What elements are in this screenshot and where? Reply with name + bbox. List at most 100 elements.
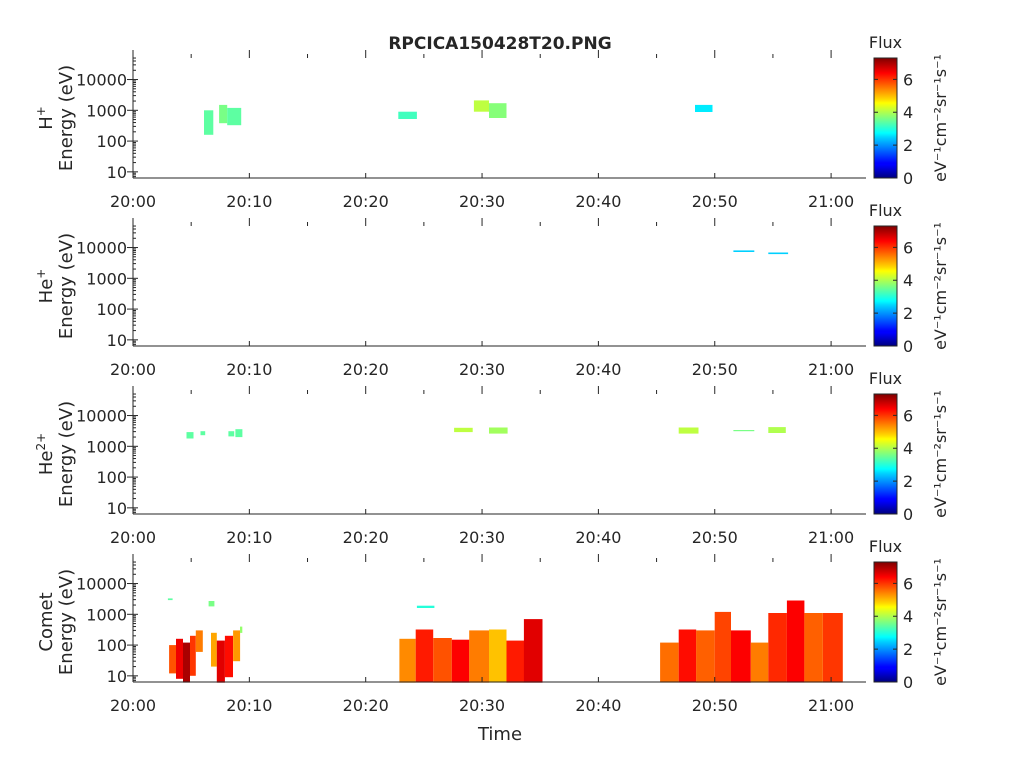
species-label: Comet (36, 592, 57, 651)
x-tick-label: 20:20 (343, 528, 389, 547)
spectrogram-cell (211, 632, 217, 667)
spectrogram-cell (228, 431, 235, 437)
colorbar-tick-label: 2 (903, 136, 913, 155)
x-tick-label: 20:00 (110, 360, 156, 379)
panel-4: 20:00 20:10 20:20 20:30 20:40 20:50 21:00 10 100… (36, 537, 950, 715)
spectrogram-cell (804, 613, 823, 683)
x-tick-label: 20:00 (110, 528, 156, 547)
x-tick-label: 20:10 (226, 696, 272, 715)
colorbar (873, 57, 898, 179)
colorbar-unit-label: eV⁻¹cm⁻²sr⁻¹s⁻¹ (931, 54, 950, 182)
species-name: H (36, 116, 57, 130)
y-tick-label: 10000 (76, 71, 127, 90)
colorbar-unit-label: eV⁻¹cm⁻²sr⁻¹s⁻¹ (931, 558, 950, 686)
energy-axis-label: Energy (eV) (56, 401, 77, 507)
x-tick-label: 20:10 (226, 528, 272, 547)
spectrogram-cell (489, 103, 507, 118)
x-tick-label: 20:40 (575, 360, 621, 379)
colorbar-tick-label: 6 (903, 238, 913, 257)
species-charge: + (34, 106, 48, 116)
spectrogram-cell (733, 430, 755, 432)
spectrogram-cell (399, 638, 416, 683)
x-tick-label: 20:30 (459, 528, 505, 547)
spectrogram-cell (208, 601, 215, 607)
x-tick-label: 20:20 (343, 360, 389, 379)
spectrogram-cell (219, 104, 228, 124)
x-tick-label: 20:30 (459, 192, 505, 211)
spectrogram-cell (176, 638, 183, 679)
spectrogram-cell (786, 600, 805, 683)
spectrogram-cell (660, 642, 679, 683)
colorbar-tick-label: 0 (903, 337, 913, 356)
y-tick-label: 10000 (76, 239, 127, 258)
panel-3: 20:00 20:10 20:20 20:30 20:40 20:50 21:00 10 100… (34, 369, 950, 547)
spectrogram-cell (768, 427, 786, 433)
species-name: He (36, 279, 57, 304)
colorbar (873, 561, 898, 683)
y-tick-label: 10 (107, 499, 127, 518)
spectrogram-cell (469, 630, 489, 683)
y-tick-label: 1000 (86, 101, 127, 120)
colorbar-tick-label: 2 (903, 304, 913, 323)
spectrogram-cell (195, 630, 203, 652)
y-tick-label: 100 (96, 300, 127, 319)
spectrogram-cell (204, 110, 214, 135)
x-tick-label: 21:00 (808, 528, 854, 547)
panel-1: 20:00 20:10 20:20 20:30 20:40 20:50 21:00 10 100… (34, 33, 950, 211)
colorbar-tick-label: 2 (903, 640, 913, 659)
spectrogram-cell (695, 104, 713, 112)
spectrogram-cell (473, 100, 489, 112)
spectrogram-cell (398, 111, 417, 119)
spectrogram-cell (823, 613, 843, 683)
colorbar-title: Flux (869, 537, 902, 556)
y-tick-label: 10000 (76, 575, 127, 594)
spectrogram-cell (183, 642, 190, 683)
y-tick-label: 10 (107, 667, 127, 686)
spectrogram-cell (714, 611, 731, 683)
species-label: He+ (34, 269, 57, 304)
x-tick-label: 20:40 (575, 528, 621, 547)
colorbar (873, 393, 898, 515)
y-tick-label: 10000 (76, 407, 127, 426)
colorbar-tick-label: 0 (903, 505, 913, 524)
panels: 20:00 20:10 20:20 20:30 20:40 20:50 21:0010100… (34, 33, 950, 715)
x-tick-label: 20:10 (226, 360, 272, 379)
x-tick-label: 20:40 (575, 192, 621, 211)
x-tick-label: 20:20 (343, 696, 389, 715)
x-tick-label: 20:30 (459, 360, 505, 379)
spectrogram-cell (190, 635, 196, 676)
colorbar-tick-label: 4 (903, 103, 913, 122)
species-charge: 2+ (34, 433, 48, 451)
colorbar-tick-label: 2 (903, 472, 913, 491)
colorbar-tick-label: 4 (903, 607, 913, 626)
x-tick-label: 20:40 (575, 696, 621, 715)
colorbar-tick-label: 0 (903, 673, 913, 692)
figure-title: RPCICA150428T20.PNG (388, 34, 611, 54)
y-tick-label: 1000 (86, 269, 127, 288)
colorbar-tick-label: 4 (903, 271, 913, 290)
spectrogram-cell (489, 629, 507, 683)
spectrogram-cell (696, 630, 715, 683)
species-label: He2+ (34, 433, 57, 475)
y-tick-label: 1000 (86, 437, 127, 456)
energy-axis-label: Energy (eV) (56, 65, 77, 171)
x-tick-label: 20:10 (226, 192, 272, 211)
x-tick-label: 21:00 (808, 192, 854, 211)
spectrogram-cell (454, 427, 473, 433)
x-tick-label: 21:00 (808, 360, 854, 379)
spectrogram-cell (169, 645, 177, 674)
x-tick-label: 20:20 (343, 192, 389, 211)
species-name: Comet (36, 592, 57, 651)
x-tick-label: 20:50 (692, 192, 738, 211)
spectrogram-cell (233, 630, 241, 662)
colorbar (873, 225, 898, 347)
spectrogram-cell (224, 635, 233, 678)
colorbar-tick-label: 6 (903, 574, 913, 593)
colorbar-tick-label: 6 (903, 70, 913, 89)
spectrogram-cell (768, 613, 787, 683)
colorbar-tick-label: 4 (903, 439, 913, 458)
colorbar-unit-label: eV⁻¹cm⁻²sr⁻¹s⁻¹ (931, 390, 950, 518)
x-axis-label: Time (477, 724, 522, 745)
colorbar-tick-label: 0 (903, 169, 913, 188)
colorbar-title: Flux (869, 369, 902, 388)
